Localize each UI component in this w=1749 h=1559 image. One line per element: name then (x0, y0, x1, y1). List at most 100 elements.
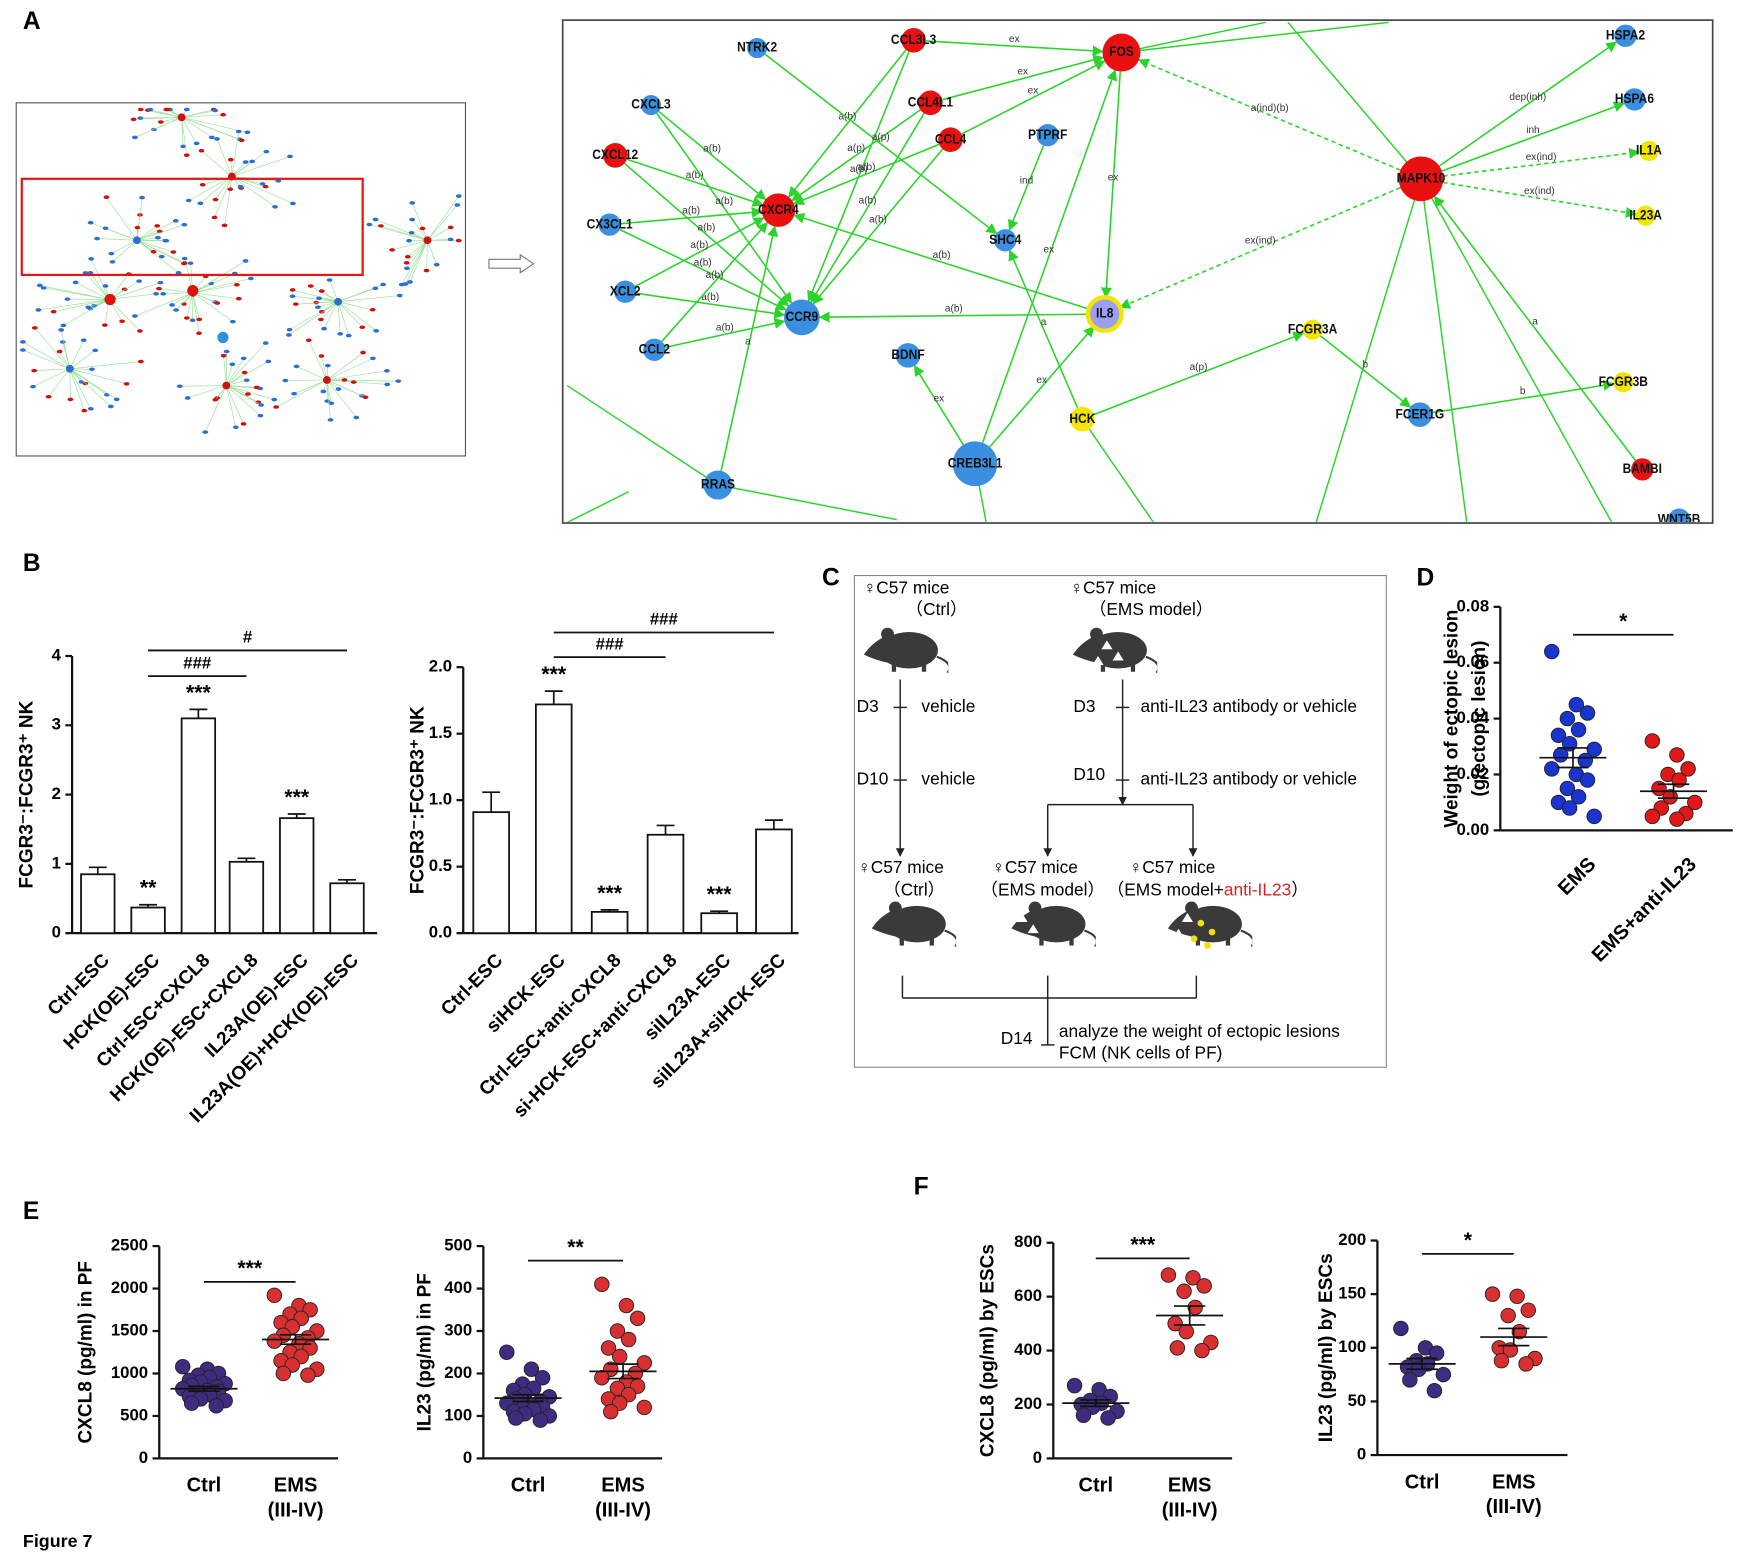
overview-edge (427, 195, 460, 241)
overview-node (372, 286, 379, 291)
overview-edge (201, 150, 233, 177)
network-edge (1119, 186, 1401, 309)
network-edge (981, 69, 1117, 443)
bar (279, 817, 315, 935)
overview-node (211, 215, 218, 220)
network-edge (658, 110, 767, 201)
overview-node (265, 359, 272, 364)
overview-hub (177, 113, 186, 122)
overview-edge (186, 292, 194, 319)
overview-node (359, 325, 366, 330)
antibody-mark (1208, 928, 1216, 936)
network-node (602, 143, 628, 168)
overview-node (253, 385, 260, 390)
overview-node (263, 149, 270, 154)
panel-label: F (914, 1173, 929, 1200)
flow-text: D10 (857, 769, 889, 789)
data-point (266, 1333, 283, 1349)
data-point (1544, 761, 1560, 777)
overview-edge (231, 131, 239, 177)
overview-edge (69, 350, 96, 370)
overview-edge (231, 176, 294, 204)
overview-edge (337, 301, 363, 328)
network-node (1102, 33, 1141, 72)
overview-hub (65, 364, 74, 373)
edge-label: a(b) (945, 304, 963, 315)
overview-hub (217, 331, 229, 344)
bar (228, 860, 265, 935)
overview-node (240, 356, 247, 361)
y-axis-label: IL23 (pg/ml) by ESCs (1316, 1253, 1337, 1442)
network-node (895, 343, 921, 368)
network-edge (1420, 178, 1468, 522)
edge-label: a(b) (858, 162, 876, 173)
overview-node (396, 293, 403, 298)
network-edge (925, 40, 1104, 57)
overview-edge (75, 282, 110, 300)
data-point (300, 1367, 316, 1383)
overview-node (193, 141, 200, 146)
node-label: IL8 (1096, 305, 1113, 321)
overview-hub (222, 381, 231, 390)
y-tick-label: 1.5 (429, 723, 452, 742)
overview-edge (308, 340, 328, 381)
x-tick-label: (III-IV) (1162, 1499, 1218, 1521)
overview-node (403, 261, 410, 265)
data-point (1577, 752, 1593, 769)
overview-node (155, 235, 161, 240)
overview-edge (181, 117, 248, 133)
node-label: FCGR3A (1288, 320, 1338, 336)
overview-node (184, 396, 191, 400)
overview-node (94, 236, 101, 241)
network-edge (1287, 21, 1422, 180)
data-point (175, 1358, 191, 1375)
overview-node (220, 112, 227, 117)
edge-label: a (1532, 316, 1538, 327)
lesion-mark (1016, 913, 1028, 922)
overview-edge (226, 385, 257, 388)
network-edge (1093, 331, 1305, 416)
flow-text: anti-IL23 antibody or vehicle (1140, 769, 1357, 789)
overview-node (87, 271, 94, 275)
overview-node (139, 195, 145, 200)
data-point (1426, 1382, 1443, 1399)
network-node (918, 90, 943, 116)
overview-node (187, 261, 194, 266)
y-tick-label: 0.08 (1457, 596, 1490, 615)
overview-node (262, 184, 269, 189)
y-tick-label: 400 (1014, 1340, 1042, 1359)
overview-edge (296, 366, 328, 381)
overview-node (196, 331, 202, 336)
overview-node (241, 370, 248, 375)
network-edge (665, 317, 786, 349)
y-tick-label: 200 (1338, 1230, 1366, 1249)
overview-node (243, 378, 250, 383)
overview-node (220, 353, 227, 358)
overview-node (447, 237, 454, 242)
network-edge (913, 364, 964, 446)
y-tick-label: 0 (52, 923, 61, 942)
overview-node (45, 394, 52, 399)
x-tick-label: (III-IV) (595, 1499, 651, 1521)
overview-edge (134, 292, 193, 317)
data-point (1520, 1302, 1536, 1318)
data-point (1552, 747, 1569, 763)
data-point (1484, 1286, 1501, 1302)
y-tick-label: 3 (52, 715, 61, 734)
overview-node (404, 266, 410, 271)
edge-label: a(p) (1190, 362, 1208, 373)
overview-node (242, 259, 249, 263)
edge-label: a(b) (850, 164, 868, 175)
overview-edge (323, 301, 339, 329)
overview-edge (181, 117, 184, 147)
overview-node (447, 225, 454, 230)
data-point (1586, 741, 1602, 758)
data-point (499, 1344, 515, 1360)
overview-edge (192, 292, 218, 304)
network-edge (720, 225, 779, 471)
overview-edge (136, 240, 179, 274)
figure-label: Figure 7 (23, 1531, 93, 1551)
edge-label: ex(ind) (1524, 186, 1555, 197)
overview-node (373, 329, 380, 333)
overview-node (258, 403, 265, 407)
